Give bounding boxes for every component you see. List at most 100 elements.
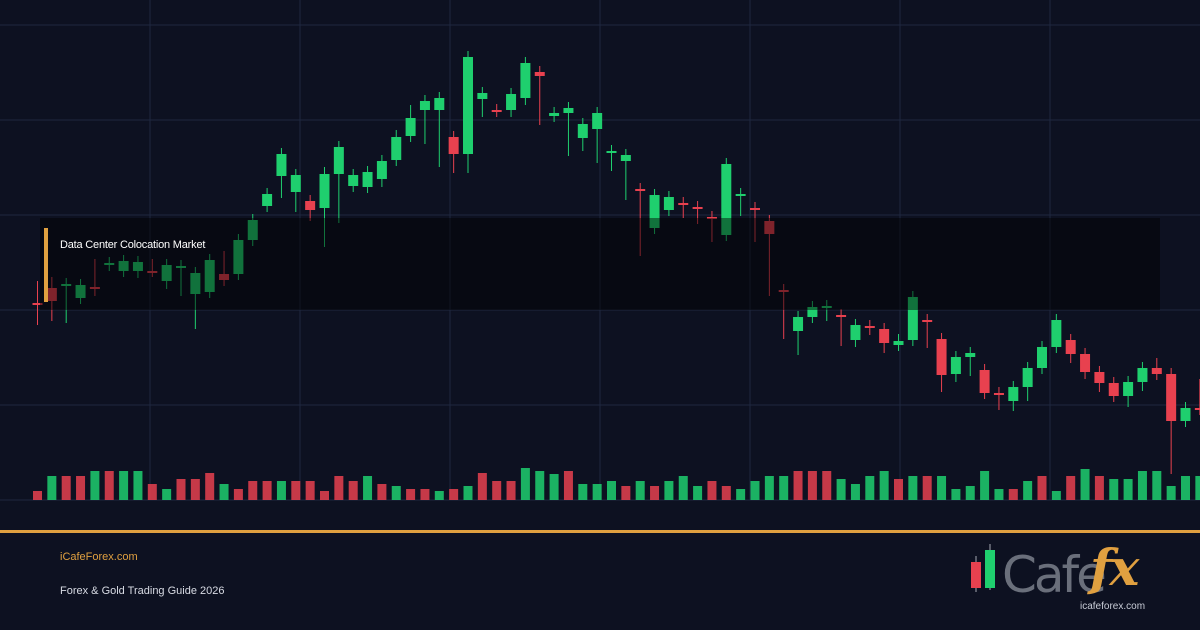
- volume-bar: [190, 479, 200, 500]
- volume-bar: [865, 476, 875, 500]
- candle-body: [118, 261, 129, 271]
- candle-body: [965, 353, 976, 357]
- candle-body: [1166, 374, 1177, 421]
- volume-bar: [1195, 476, 1200, 500]
- candle-body: [620, 155, 631, 161]
- volume-bar: [535, 471, 545, 500]
- volume-bar: [664, 481, 674, 500]
- volume-bar: [119, 471, 129, 500]
- candle-body: [577, 124, 588, 138]
- volume-bar: [850, 484, 860, 500]
- volume-bar: [391, 486, 401, 500]
- candle-body: [376, 161, 387, 179]
- candle-body: [1137, 368, 1148, 382]
- candle-body: [635, 189, 646, 191]
- candle-body: [563, 108, 574, 113]
- candle-body: [1194, 408, 1200, 410]
- candle-body: [506, 94, 517, 110]
- volume-bar: [406, 489, 416, 500]
- volume-bar: [76, 476, 86, 500]
- candle-body: [1051, 320, 1062, 347]
- candle-body: [46, 288, 57, 301]
- volume-bar: [779, 476, 789, 500]
- candle-body: [319, 174, 330, 208]
- candle-body: [405, 118, 416, 136]
- candle-body: [807, 307, 818, 317]
- volume-bar: [937, 476, 947, 500]
- volume-bar: [635, 481, 645, 500]
- volume-bar: [965, 486, 975, 500]
- volume-bar: [420, 489, 430, 500]
- candle-body: [176, 266, 186, 268]
- footer-guide-text: Forex & Gold Trading Guide 2026: [60, 585, 225, 597]
- title-accent-bar: [44, 228, 48, 302]
- logo-fx: fx: [1090, 538, 1139, 597]
- volume-bar: [176, 479, 186, 500]
- volume-bar: [1008, 489, 1018, 500]
- candlestick-chart: [0, 0, 1200, 501]
- footer-site-link[interactable]: iCafeForex.com: [60, 551, 138, 563]
- candle-body: [750, 208, 760, 210]
- candle-body: [1008, 387, 1019, 401]
- candle-body: [1094, 372, 1105, 383]
- candle-body: [534, 72, 545, 76]
- volume-bar: [1023, 481, 1033, 500]
- candle-body: [821, 306, 832, 308]
- candle-body: [979, 370, 990, 393]
- candle-body: [262, 194, 273, 206]
- candle-body: [491, 110, 502, 112]
- volume-bar: [1037, 476, 1047, 500]
- volume-bar: [922, 476, 932, 500]
- volume-bar: [707, 481, 717, 500]
- candle-body: [922, 320, 933, 322]
- volume-bar: [1109, 479, 1119, 500]
- candle-body: [836, 315, 847, 317]
- candle-body: [663, 197, 674, 210]
- volume-bar: [1166, 486, 1176, 500]
- volume-bar: [549, 474, 559, 500]
- candle-body: [362, 172, 373, 187]
- volume-bar: [563, 471, 573, 500]
- volume-bar: [1137, 471, 1147, 500]
- candle-body: [1037, 347, 1047, 368]
- volume-bar: [291, 481, 301, 500]
- candle-body: [290, 175, 301, 192]
- candle-body: [778, 290, 789, 292]
- candle-body: [104, 263, 115, 265]
- volume-bar: [61, 476, 71, 500]
- volume-bar: [334, 476, 344, 500]
- candle-body: [549, 113, 560, 116]
- volume-bars: [33, 468, 1200, 500]
- volume-bar: [693, 486, 703, 500]
- volume-bar: [894, 479, 903, 500]
- candle-body: [592, 113, 603, 129]
- candle-body: [161, 265, 172, 281]
- volume-bar: [793, 471, 803, 500]
- volume-bar: [1152, 471, 1162, 500]
- volume-bar: [104, 471, 114, 500]
- volume-bar: [750, 481, 760, 500]
- volume-bar: [305, 481, 315, 500]
- logo-word: Cafe: [1002, 546, 1107, 604]
- candle-body: [147, 271, 158, 273]
- volume-bar: [607, 481, 616, 500]
- volume-bar: [736, 489, 746, 500]
- volume-bar: [147, 484, 157, 500]
- volume-bar: [836, 479, 846, 500]
- volume-bar: [90, 471, 100, 500]
- volume-bar: [578, 484, 588, 500]
- candle-body: [879, 329, 890, 343]
- volume-bar: [1051, 491, 1061, 500]
- volume-bar: [994, 489, 1004, 500]
- candlestick-icon: [971, 544, 995, 592]
- volume-bar: [219, 484, 229, 500]
- candle-body: [1080, 354, 1091, 372]
- volume-bar: [1080, 469, 1090, 500]
- brand-logo[interactable]: Cafe fx icafeforex.com: [962, 538, 1172, 620]
- candle-body: [1180, 408, 1191, 421]
- logo-url: icafeforex.com: [1080, 601, 1146, 612]
- volume-bar: [262, 481, 272, 500]
- footer-divider: [0, 530, 1200, 533]
- volume-bar: [879, 471, 889, 500]
- volume-bar: [506, 481, 516, 500]
